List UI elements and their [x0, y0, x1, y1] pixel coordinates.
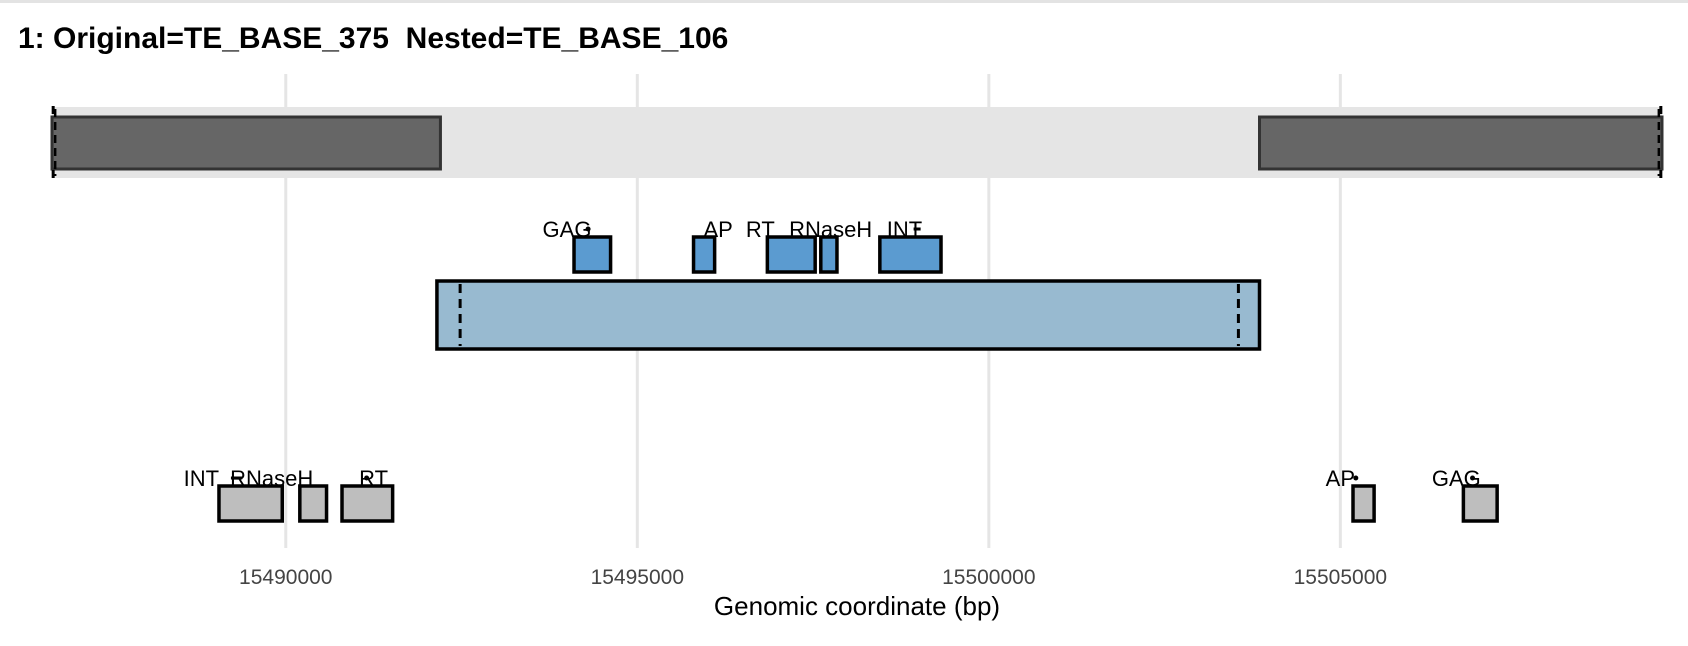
label-connector-dot — [1353, 475, 1359, 481]
original-domain-box — [298, 484, 329, 523]
x-axis: 15490000 15495000 15500000 15505000 Genomic … — [239, 566, 1387, 621]
x-tick-label: 15495000 — [591, 566, 684, 589]
nested-domain-box — [572, 235, 613, 274]
original-domain-int: INT — [184, 466, 285, 523]
x-tick-label: 15490000 — [239, 566, 332, 589]
domain-label: RT — [359, 466, 388, 491]
nested-domain-box — [765, 235, 817, 274]
nested-domain-box — [819, 235, 839, 274]
domain-label: RNaseH — [789, 217, 872, 242]
label-connector-dot — [585, 226, 591, 232]
domain-label: INT — [184, 466, 219, 491]
x-axis-label: Genomic coordinate (bp) — [714, 591, 1000, 621]
original-domain-gag: GAG — [1432, 466, 1499, 523]
original-domain-box — [217, 484, 285, 523]
label-connector-dot — [364, 475, 370, 481]
nested-domain-rnaseh: RNaseH — [789, 217, 872, 274]
domain-label: GAG — [543, 217, 592, 242]
nested-domain-ap: AP — [691, 217, 733, 274]
nested-domain-rt: RT — [746, 217, 817, 274]
original-domain-box — [1461, 484, 1499, 523]
domain-label: GAG — [1432, 466, 1481, 491]
boundary-marker — [1657, 106, 1663, 178]
x-tick-label: 15500000 — [942, 566, 1035, 589]
nested-element-body — [435, 279, 1262, 351]
domain-label: AP — [1326, 466, 1355, 491]
nested-element — [435, 279, 1262, 351]
boundary-marker — [51, 106, 57, 178]
nested-domain-gag: GAG — [543, 217, 613, 274]
original-domain-box — [1351, 484, 1376, 523]
nested-domain-box — [691, 235, 717, 274]
original-domain-box — [340, 484, 395, 523]
domain-label: INT — [887, 217, 922, 242]
domain-features: GAG AP RT RNaseH INT INT RNaseH RT AP GAG — [184, 217, 1499, 523]
x-tick-label: 15505000 — [1294, 566, 1387, 589]
original-domain-ap: AP — [1326, 466, 1376, 523]
original-domain-rnaseh: RNaseH — [230, 466, 329, 523]
label-connector-dot — [1470, 475, 1476, 481]
original-domain-rt: RT — [340, 466, 395, 523]
original-ltr-right — [1258, 115, 1664, 171]
chart-title: 1: Original=TE_BASE_375 Nested=TE_BASE_1… — [18, 22, 729, 55]
nested-domain-box — [878, 235, 943, 274]
nested-domain-int: INT — [878, 217, 943, 274]
original-ltr-left — [50, 115, 442, 171]
domain-label: RNaseH — [230, 466, 313, 491]
domain-label: AP — [703, 217, 732, 242]
top-border — [0, 0, 1688, 3]
domain-label: RT — [746, 217, 775, 242]
original-element-band — [50, 106, 1664, 178]
